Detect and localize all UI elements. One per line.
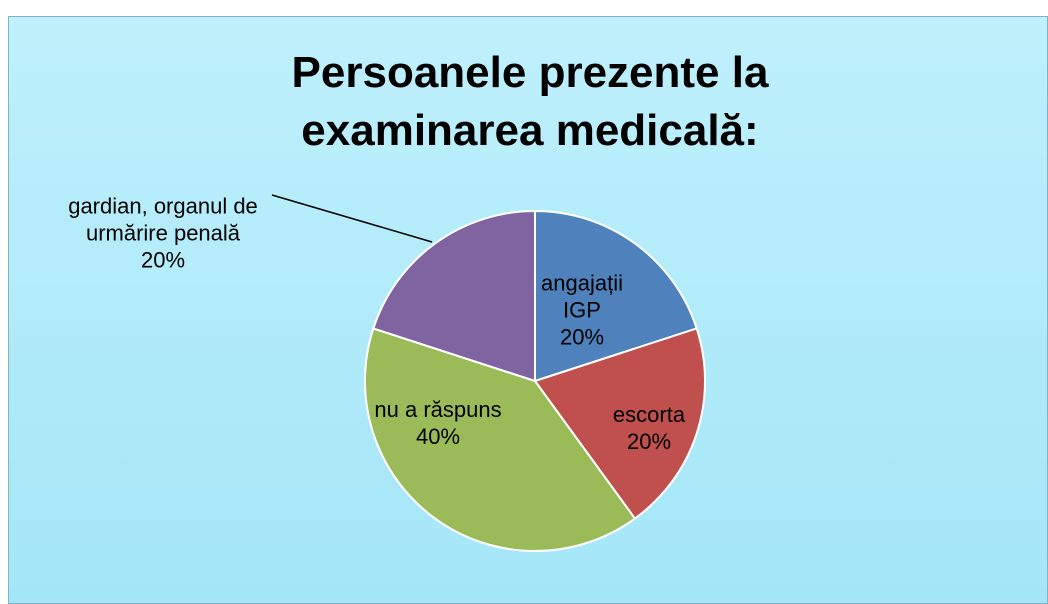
category-label: nu a răspuns [374, 397, 502, 422]
category-label: gardian, organul de urmărire penală [68, 193, 258, 246]
pie-slice [372, 209, 536, 383]
value-label: 20% [559, 324, 605, 350]
slice-label: angajații IGP 20% [532, 270, 632, 351]
value-label: 20% [626, 429, 672, 454]
slice-label: escorta 20% [599, 401, 699, 455]
chart-title: Persoanele prezente la examinarea medica… [291, 48, 769, 155]
slice-label: gardian, organul de urmărire penală 20% [58, 193, 268, 274]
pie-slice [534, 209, 698, 383]
category-label: escorta [612, 402, 686, 427]
leader-line [271, 194, 433, 243]
slice-label: nu a răspuns 40% [363, 396, 513, 450]
category-label: angajații IGP [541, 270, 623, 323]
pie-slice [363, 327, 637, 553]
pie-slice [533, 327, 706, 520]
value-label: 40% [415, 424, 461, 449]
value-label: 20% [140, 247, 186, 273]
